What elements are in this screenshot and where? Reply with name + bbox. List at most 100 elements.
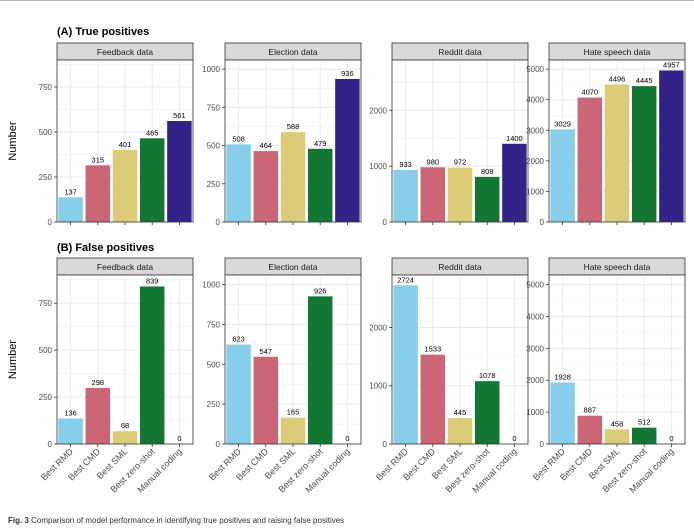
panel-feedback-data-tp: Feedback data 0 250 500 750 137 315 401 465 561	[39, 42, 194, 227]
y-tick-label: 250	[207, 400, 221, 409]
bar-best-cmd	[253, 356, 279, 444]
panel-border	[56, 274, 194, 445]
bar-best-cmd	[577, 415, 603, 444]
caption-label: Fig. 3	[8, 516, 29, 525]
bar-value-label: 4957	[663, 60, 680, 69]
bar-best-rmd	[393, 169, 418, 222]
panel-title: Hate speech data	[584, 47, 651, 57]
y-tick-label: 4000	[526, 96, 544, 105]
bar-best-zero-shot	[474, 176, 500, 222]
y-tick-label: 500	[39, 346, 53, 355]
y-tick-label: 750	[207, 103, 221, 112]
bar-best-zero-shot	[139, 138, 165, 222]
bar-value-label: 68	[121, 421, 129, 430]
bar-value-label: 458	[611, 419, 624, 428]
y-tick-label: 2000	[526, 157, 544, 166]
bar-value-label: 465	[146, 128, 159, 137]
bar-best-zero-shot	[631, 427, 657, 444]
y-tick-label: 2000	[369, 106, 387, 115]
panel-election-data-fp: Election data 0 250 500 750 1000 623 547 165 926 0…	[202, 257, 362, 495]
bar-manual-coding	[502, 143, 527, 222]
y-tick-label: 500	[39, 128, 53, 137]
bar-value-label: 512	[638, 418, 651, 427]
bar-value-label: 508	[232, 134, 245, 143]
y-tick-label: 2000	[369, 323, 387, 332]
y-tick-label: 3000	[526, 126, 544, 135]
y-tick-label: 250	[207, 180, 221, 189]
bar-value-label: 936	[341, 69, 354, 78]
bar-value-label: 839	[146, 276, 159, 285]
panel-reddit-data-tp: Reddit data 0 1000 2000 933 980 972 808 1400	[369, 42, 529, 227]
bar-best-zero-shot	[474, 381, 500, 444]
panel-border	[224, 59, 362, 223]
bar-best-cmd	[420, 167, 446, 222]
bar-value-label: 808	[481, 167, 494, 176]
bar-value-label: 547	[260, 347, 273, 356]
y-tick-label: 500	[207, 360, 221, 369]
bar-best-zero-shot	[631, 86, 657, 222]
y-tick-label: 250	[39, 393, 53, 402]
panel-reddit-data-fp: Reddit data0100020002724153344510780Best…	[369, 257, 529, 495]
panel-title: Reddit data	[438, 262, 482, 272]
bar-value-label: 1078	[479, 371, 496, 380]
y-tick-label: 0	[383, 440, 388, 449]
bar-value-label: 3029	[554, 119, 571, 128]
panel-title: Election data	[268, 47, 317, 57]
row-title-true-positives: (A) True positives	[57, 26, 149, 38]
y-tick-label: 1000	[526, 408, 544, 417]
panel-title: Election data	[268, 262, 317, 272]
panel-title: Reddit data	[438, 47, 482, 57]
bar-value-label: 165	[287, 408, 300, 417]
bar-value-label: 401	[119, 140, 132, 149]
bar-value-label: 4445	[636, 76, 653, 85]
bar-best-cmd	[577, 97, 603, 222]
y-tick-label: 5000	[526, 65, 544, 74]
bar-best-zero-shot	[307, 296, 333, 444]
bar-best-rmd	[226, 344, 251, 444]
bar-value-label: 0	[177, 434, 181, 443]
bar-best-sml	[112, 431, 138, 444]
y-tick-label: 0	[216, 440, 221, 449]
panel-title: Feedback data	[97, 262, 154, 272]
bar-value-label: 315	[92, 155, 105, 164]
bar-best-rmd	[58, 197, 83, 222]
y-tick-label: 0	[540, 440, 545, 449]
panel-border	[56, 59, 194, 223]
y-tick-label: 0	[383, 218, 388, 227]
bar-value-label: 298	[92, 378, 105, 387]
bar-value-label: 1400	[506, 134, 523, 143]
bar-best-sml	[280, 132, 306, 222]
y-tick-label: 750	[207, 320, 221, 329]
bar-best-rmd	[393, 285, 418, 444]
bar-value-label: 1928	[554, 373, 571, 382]
panel-feedback-data-fp: Feedback data0250500750136298688390Best …	[39, 257, 194, 495]
y-tick-label: 1000	[202, 65, 220, 74]
bar-best-rmd	[550, 129, 575, 222]
panel-hate-speech-data-tp: Hate speech data 0 1000 2000 3000 4000 5000 302…	[526, 42, 686, 227]
panel-border	[391, 274, 529, 445]
y-tick-label: 750	[39, 299, 53, 308]
bar-value-label: 887	[584, 406, 597, 415]
top-rule	[0, 0, 694, 1]
panel-title: Hate speech data	[584, 262, 651, 272]
y-tick-label: 4000	[526, 312, 544, 321]
bar-value-label: 0	[345, 434, 349, 443]
bar-manual-coding	[167, 121, 192, 222]
caption-text: Comparison of model performance in ident…	[31, 516, 345, 525]
bar-value-label: 445	[454, 408, 467, 417]
bar-best-cmd	[253, 151, 279, 222]
panel-hate-speech-data-fp: Hate speech data 0 1000 2000 3000 4000 5000 192…	[526, 257, 686, 495]
bar-best-cmd	[85, 165, 111, 222]
figure-caption: Fig. 3 Comparison of model performance i…	[8, 516, 688, 528]
y-axis-label: Number	[7, 121, 19, 160]
bar-value-label: 0	[669, 434, 673, 443]
bar-value-label: 137	[64, 187, 77, 196]
bar-best-cmd	[420, 354, 446, 444]
bar-best-sml	[447, 167, 473, 222]
bar-best-cmd	[85, 388, 111, 444]
y-tick-label: 1000	[369, 382, 387, 391]
y-tick-label: 1000	[202, 281, 220, 290]
bar-best-zero-shot	[139, 286, 165, 444]
bar-value-label: 4070	[581, 88, 598, 97]
y-tick-label: 0	[48, 218, 53, 227]
